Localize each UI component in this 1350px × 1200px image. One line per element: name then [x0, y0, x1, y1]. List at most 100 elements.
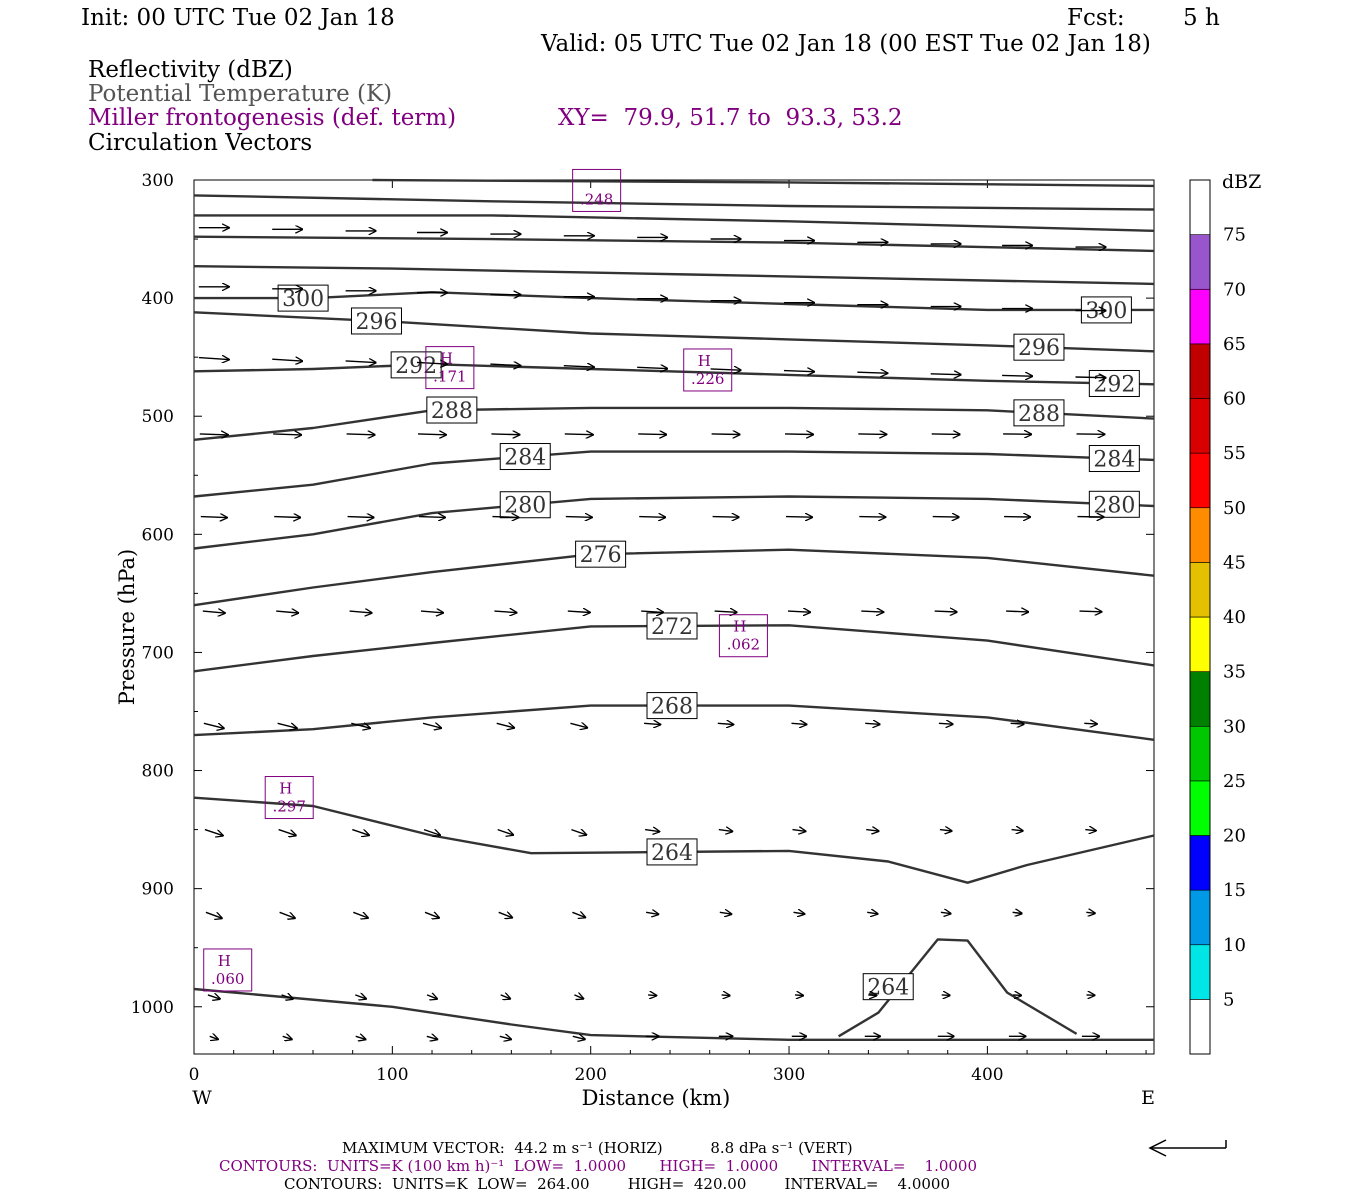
circulation-vector — [791, 723, 807, 724]
contour-label: 284 — [1088, 445, 1140, 473]
theta-contour — [193, 235, 1155, 253]
field-frontogenesis: Miller frontogenesis (def. term) — [88, 105, 457, 131]
contour-label-text: 264 — [651, 841, 693, 866]
contour-label-text: 300 — [1085, 299, 1127, 324]
circulation-vector — [1075, 377, 1106, 378]
circulation-vector — [639, 517, 665, 518]
circulation-vector — [351, 723, 370, 728]
colorbar-label: 30 — [1223, 716, 1246, 737]
contour-label-text: 292 — [395, 354, 437, 379]
west-label: W — [192, 1087, 212, 1109]
frontogenesis-box — [264, 776, 314, 820]
contour-label-box — [1088, 369, 1140, 397]
contour-label-text: 296 — [1018, 336, 1060, 361]
circulation-vector — [282, 1036, 292, 1039]
colorbar-label: 70 — [1223, 279, 1246, 300]
circulation-vector — [858, 434, 886, 435]
circulation-vector — [205, 911, 222, 918]
contour-label-text: 288 — [431, 399, 473, 424]
theta-contour — [193, 265, 1155, 286]
circulation-vector — [793, 912, 805, 914]
contour-label-box — [499, 491, 551, 519]
contour-label: 288 — [1013, 399, 1065, 427]
circulation-vector — [279, 911, 295, 918]
contour-label-box — [350, 307, 402, 335]
contour-label-text: 264 — [867, 976, 909, 1001]
theta-contour — [193, 194, 1155, 211]
circulation-vector — [490, 364, 520, 366]
theta-contour-info: CONTOURS: UNITS=K LOW= 264.00 HIGH= 420.… — [284, 1175, 950, 1193]
contour-label: 276 — [575, 540, 627, 568]
x-tick-label: 300 — [773, 1065, 805, 1085]
reference-arrowhead-icon — [1148, 1139, 1167, 1157]
circulation-vector — [426, 1036, 438, 1039]
contour-label: 280 — [499, 491, 551, 519]
colorbar-label: 25 — [1223, 771, 1246, 792]
x-axis-label: Distance (km) — [582, 1086, 731, 1110]
circulation-vector — [198, 358, 229, 360]
cross-section-endpoints: XY= 79.9, 51.7 to 93.3, 53.2 — [558, 105, 903, 131]
theta-contour — [193, 987, 1154, 1042]
circulation-vector — [496, 723, 514, 728]
valid-time: Valid: 05 UTC Tue 02 Jan 18 (00 EST Tue … — [541, 31, 1151, 57]
contour-label-box — [646, 838, 698, 866]
frontogenesis-value: .171 — [433, 368, 466, 386]
circulation-vector — [1085, 830, 1096, 831]
circulation-vector — [349, 611, 372, 613]
circulation-vector — [1011, 830, 1023, 831]
theta-contour — [193, 624, 1155, 673]
theta-contour — [194, 214, 1155, 232]
circulation-vector — [276, 611, 298, 613]
frontogenesis-symbol: H — [218, 952, 231, 970]
circulation-vector — [353, 911, 368, 918]
circulation-vector — [203, 722, 224, 728]
circulation-vector — [420, 611, 443, 613]
circulation-vector — [423, 828, 440, 836]
circulation-vector — [571, 830, 586, 835]
circulation-vector — [204, 828, 223, 836]
circulation-vector — [865, 723, 879, 724]
frontogenesis-symbol: H — [698, 352, 711, 370]
circulation-vector — [574, 995, 583, 999]
colorbar-swatch — [1189, 179, 1211, 235]
y-tick-label: 700 — [142, 643, 174, 663]
contour-label-text: 288 — [1018, 402, 1060, 427]
colorbar-swatch — [1189, 343, 1211, 399]
circulation-vector — [861, 611, 883, 612]
contour-label-text: 280 — [504, 494, 546, 519]
plot-frame — [193, 179, 1155, 1055]
circulation-vector — [416, 362, 447, 364]
contour-label-text: 284 — [1093, 448, 1135, 473]
circulation-vector — [719, 912, 732, 914]
circulation-vector — [721, 995, 730, 996]
circulation-vector — [273, 434, 301, 435]
contour-label-text: 276 — [580, 543, 622, 568]
frontogenesis-value: .297 — [273, 798, 306, 816]
theta-contour — [193, 495, 1155, 550]
circulation-vector — [941, 995, 950, 996]
colorbar-swatch — [1189, 398, 1211, 454]
circulation-vector — [794, 995, 803, 996]
circulation-vector — [272, 359, 302, 361]
circulation-vector — [638, 434, 666, 435]
circulation-vector — [1010, 723, 1024, 724]
colorbar-label: 15 — [1223, 880, 1246, 901]
circulation-vector — [637, 367, 667, 368]
circulation-vector — [491, 434, 519, 435]
frontogenesis-value: .248 — [580, 190, 613, 208]
circulation-vector — [1012, 912, 1022, 913]
circulation-vector — [278, 828, 296, 836]
contour-label: 296 — [350, 307, 402, 335]
frontogenesis-maximum: H.062 — [718, 614, 768, 658]
circulation-vector — [939, 830, 952, 831]
theta-contour — [193, 704, 1155, 741]
contour-label: 268 — [646, 692, 698, 720]
forecast-label: Fcst: — [1067, 5, 1125, 31]
y-tick-label: 900 — [142, 880, 174, 900]
frontogenesis-value: .226 — [691, 370, 724, 388]
frontogenesis-box — [572, 168, 622, 212]
circulation-vector — [345, 361, 376, 363]
circulation-vector — [499, 1036, 511, 1039]
contour-label-text: 292 — [1093, 372, 1135, 397]
